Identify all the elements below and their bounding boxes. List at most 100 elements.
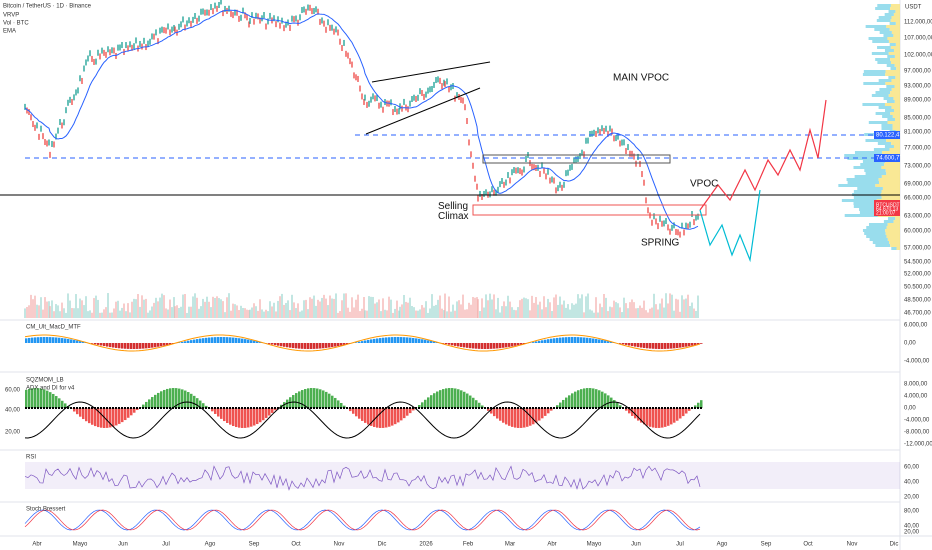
candle [42, 133, 44, 140]
volume-bar [242, 307, 244, 318]
volume-bar [531, 295, 533, 318]
candle [307, 4, 309, 11]
volume-profile [895, 10, 900, 13]
candle [497, 186, 499, 193]
price-tag [874, 200, 900, 216]
volume-bar [529, 310, 531, 318]
volume-bar [143, 299, 145, 318]
macd-hist [214, 337, 217, 343]
volume-profile [887, 37, 900, 40]
squeeze-hist [172, 388, 175, 408]
candle [401, 105, 403, 112]
candle [238, 15, 240, 22]
volume-bar [87, 311, 89, 318]
axis-label: 6.000,00 [904, 323, 928, 329]
squeeze-hist [538, 408, 541, 421]
candle [366, 101, 368, 108]
candle [470, 151, 472, 158]
candle [411, 96, 413, 103]
volume-bar [182, 294, 184, 318]
volume-bar [617, 303, 619, 318]
candle [433, 81, 435, 88]
volume-bar [623, 297, 625, 318]
volume-profile [893, 220, 900, 223]
squeeze-hist [313, 388, 316, 408]
volume-profile [889, 28, 900, 31]
volume-bar [341, 300, 343, 318]
volume-bar [333, 298, 335, 318]
candle [553, 177, 555, 184]
candle [263, 12, 265, 19]
squeeze-hist [643, 408, 646, 425]
squeeze-hist [568, 395, 571, 408]
candle [388, 100, 390, 107]
macd-hist [598, 339, 601, 343]
volume-bar [491, 299, 493, 318]
macd-hist [544, 339, 547, 343]
candle [331, 24, 333, 31]
squeeze-hist [235, 408, 238, 428]
squeeze-hist [343, 405, 346, 408]
volume-profile [853, 202, 882, 205]
candle [392, 109, 394, 116]
volume-bar [228, 293, 230, 318]
squeeze-hist [400, 408, 403, 421]
macd-hist [640, 343, 643, 348]
volume-profile [881, 127, 893, 130]
volume-bar [210, 307, 212, 318]
macd-hist [217, 337, 220, 343]
volume-bar [609, 306, 611, 318]
candle [180, 21, 182, 28]
candle [425, 91, 427, 98]
squeeze-hist [580, 389, 583, 408]
volume-profile [889, 22, 896, 25]
candle [190, 20, 192, 27]
squeeze-hist [694, 405, 697, 408]
volume-bar [184, 294, 186, 318]
macd-hist [100, 343, 103, 346]
volume-profile [893, 97, 900, 100]
volume-bar [192, 296, 194, 318]
macd-hist [34, 337, 37, 343]
volume-bar [218, 298, 220, 318]
candle [289, 24, 291, 31]
volume-profile [885, 109, 895, 112]
volume-bar [230, 310, 232, 318]
candle [481, 193, 483, 200]
volume-bar [361, 308, 363, 318]
squeeze-hist [631, 408, 634, 416]
volume-profile [862, 103, 885, 106]
volume-bar [111, 312, 113, 318]
macd-hist [289, 343, 292, 348]
volume-profile [859, 208, 884, 211]
volume-bar [448, 296, 450, 318]
volume-bar [173, 297, 175, 318]
candle [517, 167, 519, 174]
volume-profile [844, 214, 878, 217]
candle [95, 58, 97, 65]
volume-bar [337, 312, 339, 318]
squeeze-hist [256, 408, 259, 425]
macd-hist [661, 343, 664, 349]
squeeze-hist [478, 402, 481, 408]
candle [36, 122, 38, 129]
price-axis-label: 102.000,00 [904, 53, 932, 59]
time-axis-label: Dic [890, 542, 899, 548]
candle [305, 8, 307, 15]
volume-bar [599, 303, 601, 318]
candle [57, 127, 59, 134]
macd-hist [427, 340, 430, 343]
volume-bar [236, 305, 238, 318]
squeeze-hist [274, 408, 277, 411]
stoch-d [24, 509, 701, 531]
candle [113, 47, 115, 54]
squeeze-hist [637, 408, 640, 421]
squeeze-hist [382, 408, 385, 428]
candle [283, 25, 285, 32]
squeeze-hist [154, 394, 157, 408]
volume-bar [44, 297, 46, 318]
projection [699, 189, 761, 263]
volume-profile [887, 121, 900, 124]
macd-hist [94, 343, 97, 345]
volume-bar [563, 300, 565, 318]
